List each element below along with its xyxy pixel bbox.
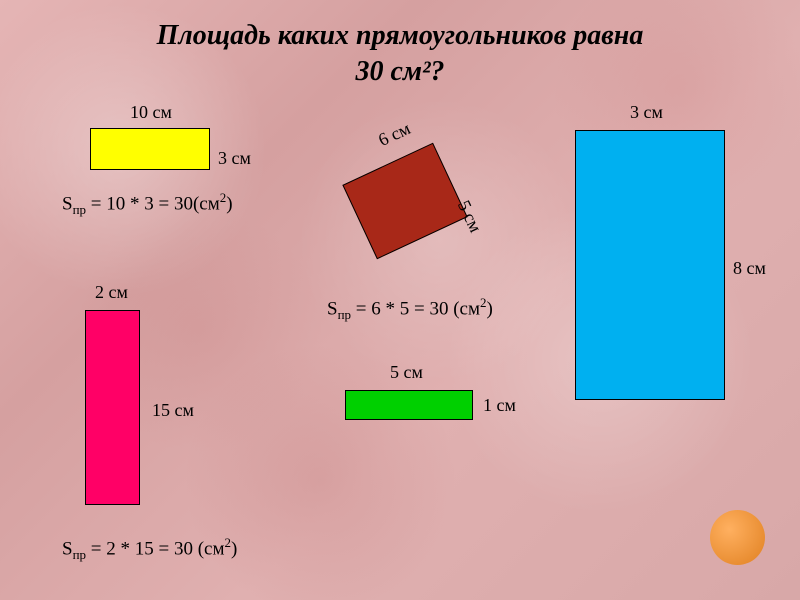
yellow-formula: Sпр = 10 * 3 = 30(см2) <box>62 190 233 218</box>
formula-s: S <box>62 538 73 559</box>
darkred-formula: Sпр = 6 * 5 = 30 (см2) <box>327 295 493 323</box>
formula-suffix: ) <box>231 538 237 559</box>
formula-sub: пр <box>73 202 86 217</box>
formula-sub: пр <box>338 307 351 322</box>
magenta-rectangle <box>85 310 140 505</box>
cyan-rectangle <box>575 130 725 400</box>
title-line1: Площадь каких прямоугольников равна <box>157 20 644 51</box>
green-rectangle <box>345 390 473 420</box>
magenta-height-label: 15 см <box>152 400 194 421</box>
magenta-width-label: 2 см <box>95 282 128 303</box>
magenta-formula: Sпр = 2 * 15 = 30 (см2) <box>62 535 237 563</box>
green-height-label: 1 см <box>483 395 516 416</box>
yellow-rectangle <box>90 128 210 170</box>
page-title: Площадь каких прямоугольников равна 30 с… <box>40 18 760 91</box>
cyan-width-label: 3 см <box>630 102 663 123</box>
formula-body: = 6 * 5 = 30 (см <box>351 298 480 319</box>
formula-suffix: ) <box>487 298 493 319</box>
yellow-width-label: 10 см <box>130 102 172 123</box>
formula-body: = 10 * 3 = 30(см <box>86 193 220 214</box>
formula-s: S <box>62 193 73 214</box>
cyan-height-label: 8 см <box>733 258 766 279</box>
yellow-height-label: 3 см <box>218 148 251 169</box>
orange-circle-icon <box>710 510 765 565</box>
green-width-label: 5 см <box>390 362 423 383</box>
formula-s: S <box>327 298 338 319</box>
formula-body: = 2 * 15 = 30 (см <box>86 538 224 559</box>
formula-suffix: ) <box>226 193 232 214</box>
title-line2: 30 см²? <box>355 56 444 87</box>
formula-sub: пр <box>73 547 86 562</box>
